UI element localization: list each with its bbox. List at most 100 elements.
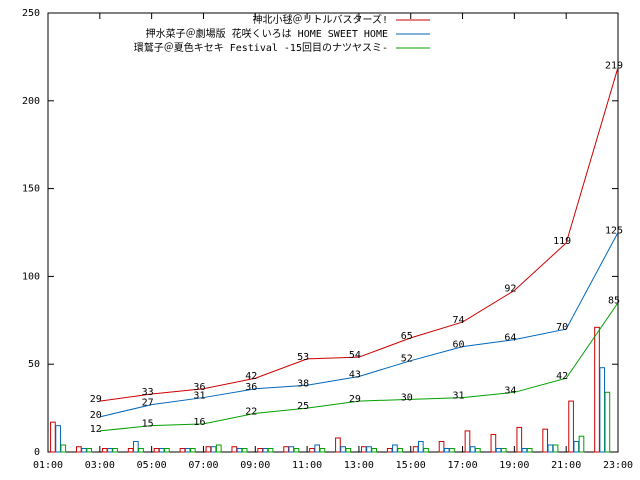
- x-tick-label: 09:00: [240, 460, 270, 471]
- x-tick-label: 15:00: [396, 460, 426, 471]
- data-label: 65: [401, 331, 413, 342]
- data-label: 12: [90, 424, 102, 435]
- bar: [345, 447, 352, 453]
- bar: [392, 444, 398, 453]
- bar: [133, 440, 139, 453]
- bar: [361, 446, 367, 453]
- x-tick-label: 03:00: [85, 460, 115, 471]
- bar: [288, 446, 295, 453]
- data-label: 42: [245, 371, 257, 382]
- bar: [542, 428, 549, 453]
- bar: [215, 444, 222, 453]
- bar: [205, 446, 212, 453]
- bar: [423, 447, 429, 453]
- bar: [449, 447, 455, 453]
- bar: [418, 440, 424, 453]
- bar: [526, 447, 533, 453]
- bar: [81, 447, 87, 453]
- legend-label: 環鷲子＠夏色キセキ Festival -15回目のナツヤスミ-: [134, 41, 388, 54]
- bar: [309, 447, 315, 453]
- bar: [500, 447, 507, 453]
- legend-label: 神北小毬＠リトルバスターズ!: [252, 13, 388, 26]
- bar: [76, 446, 82, 453]
- line: [99, 302, 619, 432]
- y-tick-label: 150: [22, 184, 40, 195]
- data-label: 22: [245, 406, 257, 417]
- x-tick-label: 01:00: [33, 460, 63, 471]
- bar: [153, 447, 160, 453]
- data-label: 20: [90, 410, 102, 421]
- bar: [521, 447, 528, 453]
- bar: [112, 447, 118, 453]
- x-tick-label: 13:00: [344, 460, 374, 471]
- bar: [599, 367, 606, 453]
- bar: [190, 447, 196, 453]
- bar: [386, 447, 393, 453]
- bar: [412, 446, 419, 453]
- bar: [164, 447, 170, 453]
- data-label: 60: [453, 340, 465, 351]
- y-tick-label: 200: [22, 96, 40, 107]
- x-tick-label: 21:00: [551, 460, 581, 471]
- bar: [335, 437, 341, 453]
- data-label: 27: [142, 398, 154, 409]
- data-label: 42: [556, 371, 568, 382]
- plot-border: [47, 12, 619, 453]
- bar: [127, 447, 134, 453]
- bar: [490, 433, 497, 453]
- data-label: 29: [90, 394, 102, 405]
- data-label: 25: [297, 401, 309, 412]
- bar: [107, 447, 113, 453]
- bar: [547, 444, 554, 453]
- data-label: 29: [349, 394, 361, 405]
- bar: [257, 447, 264, 453]
- bar: [366, 446, 372, 453]
- x-tick-label: 17:00: [447, 460, 477, 471]
- bar: [552, 444, 559, 453]
- legend-label: 押水菜子＠劇場版 花咲くいろは HOME SWEET HOME: [146, 27, 388, 40]
- data-label: 92: [504, 283, 516, 294]
- bar: [594, 326, 600, 453]
- line: [99, 232, 619, 418]
- bar: [319, 447, 326, 453]
- x-tick-label: 19:00: [499, 460, 529, 471]
- bar: [55, 425, 61, 453]
- bar: [210, 446, 217, 453]
- bar: [573, 440, 580, 453]
- data-label: 34: [504, 385, 516, 396]
- data-label: 74: [453, 315, 465, 326]
- bar: [262, 447, 269, 453]
- bar: [158, 447, 165, 453]
- bar: [236, 447, 243, 453]
- data-label: 16: [193, 417, 205, 428]
- data-label: 54: [349, 350, 361, 361]
- data-label: 15: [142, 419, 154, 430]
- data-label: 70: [556, 322, 568, 333]
- bar: [86, 447, 93, 453]
- data-label: 219: [605, 60, 623, 71]
- bar: [267, 447, 274, 453]
- y-tick-label: 0: [34, 447, 40, 458]
- y-tick-label: 50: [28, 359, 40, 370]
- bar: [604, 391, 611, 453]
- x-tick-label: 05:00: [137, 460, 167, 471]
- bar: [184, 447, 191, 453]
- bar: [475, 447, 481, 453]
- bar: [516, 426, 523, 453]
- data-label: 52: [401, 354, 413, 365]
- bar: [438, 440, 445, 453]
- data-label: 31: [193, 391, 205, 402]
- data-label: 33: [142, 387, 154, 398]
- y-tick-label: 100: [22, 271, 40, 282]
- bar: [231, 446, 238, 453]
- bar: [50, 421, 56, 453]
- bar: [568, 400, 574, 453]
- x-tick-label: 11:00: [292, 460, 322, 471]
- x-tick-label: 07:00: [188, 460, 218, 471]
- data-label: 31: [453, 391, 465, 402]
- bar: [578, 435, 585, 453]
- data-label: 85: [608, 296, 620, 307]
- data-label: 64: [504, 333, 516, 344]
- bar: [179, 447, 186, 453]
- bar: [469, 446, 476, 453]
